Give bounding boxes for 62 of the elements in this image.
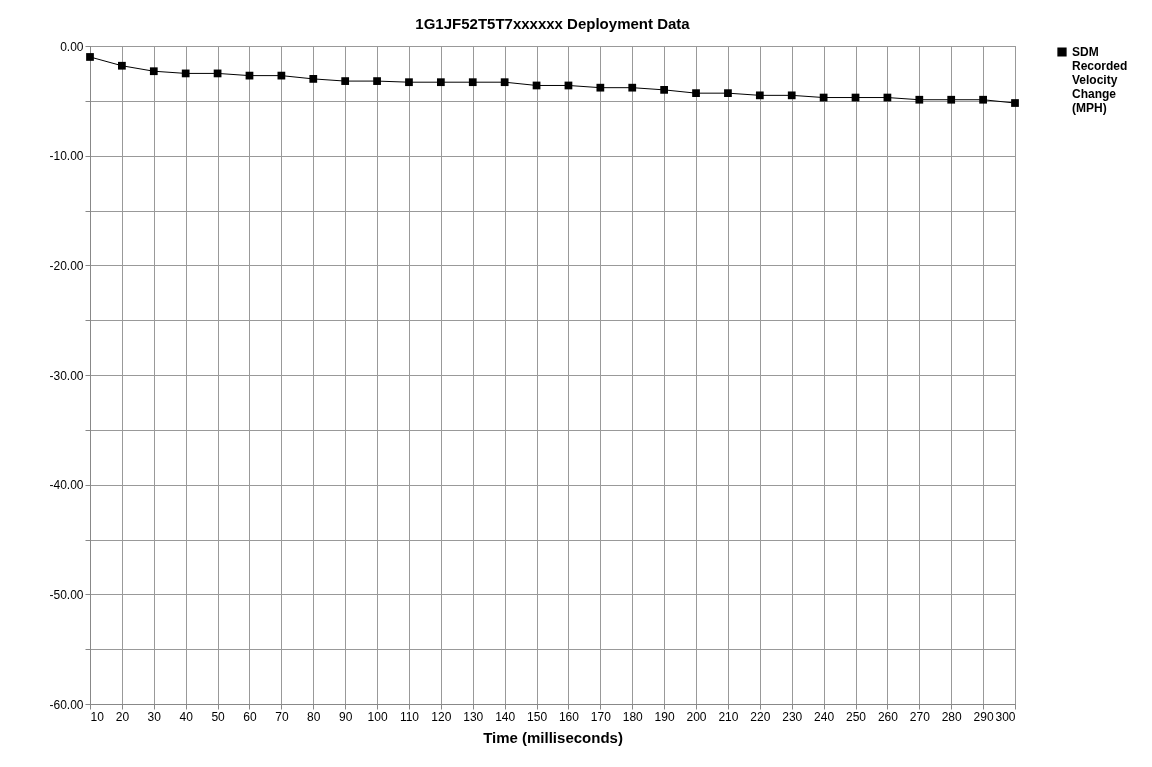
x-tick-label: 20 [115, 709, 130, 724]
x-tick-label: 140 [495, 709, 516, 724]
point [660, 85, 669, 94]
y-tick-label: -60.00 [49, 697, 84, 712]
point [596, 83, 605, 92]
y-tick-label: 0.00 [60, 39, 84, 54]
y-tick-label: -10.00 [49, 149, 84, 164]
point [692, 89, 700, 98]
point [787, 91, 796, 100]
x-tick-label: 170 [590, 709, 612, 724]
point [979, 95, 987, 104]
y-tick-label: -20.00 [49, 258, 84, 273]
legend-label: SDM Recorded Velocity Change (MPH) [1072, 45, 1128, 115]
point [755, 91, 764, 100]
point [1011, 99, 1019, 107]
x-tick-label: 60 [243, 709, 257, 724]
x-tick-label: 210 [718, 709, 739, 724]
point [947, 95, 956, 104]
y-tick-label: -50.00 [49, 587, 84, 602]
point [149, 67, 158, 76]
x-tick-label: 270 [909, 709, 931, 724]
x-tick-label: 300 [995, 709, 1016, 724]
point [181, 69, 190, 78]
x-tick-label: 220 [750, 709, 771, 724]
point [341, 77, 350, 85]
y-tick-label: -30.00 [49, 368, 84, 383]
x-tick-label: 110 [399, 709, 420, 724]
y-tick-label: -40.00 [49, 478, 84, 493]
chart-title: 1G1JF52T5T7xxxxxx Deployment Data [415, 15, 691, 32]
x-tick-label: 10 [90, 709, 105, 724]
x-tick-label: 260 [877, 709, 899, 724]
x-tick-label: 150 [527, 709, 548, 724]
point [915, 95, 924, 104]
x-tick-label: 70 [275, 709, 289, 724]
x-tick-label: 160 [558, 709, 580, 724]
point [373, 77, 381, 85]
x-axis-title: Time (milliseconds) [483, 728, 623, 746]
x-tick-label: 80 [307, 709, 321, 724]
point [436, 78, 445, 87]
point [86, 53, 94, 61]
point [468, 78, 477, 87]
x-tick-label: 90 [338, 709, 353, 724]
x-tick-label: 40 [179, 709, 194, 724]
point [118, 61, 126, 70]
x-tick-label: 240 [814, 709, 835, 724]
x-tick-label: 130 [463, 709, 484, 724]
x-tick-label: 230 [782, 709, 803, 724]
x-tick-label: 200 [686, 709, 707, 724]
x-tick-label: 30 [147, 709, 162, 724]
point [309, 75, 318, 83]
x-tick-label: 100 [367, 709, 388, 724]
x-tick-label: 120 [431, 709, 452, 724]
x-tick-label: 180 [622, 709, 644, 724]
x-tick-label: 280 [941, 709, 963, 724]
point [405, 78, 413, 87]
x-tick-label: 50 [211, 709, 226, 724]
point [500, 78, 509, 87]
x-tick-label: 190 [654, 709, 675, 724]
x-tick-label: 290 [973, 709, 994, 724]
point [628, 83, 637, 92]
x-tick-label: 250 [846, 709, 867, 724]
point [724, 89, 732, 98]
